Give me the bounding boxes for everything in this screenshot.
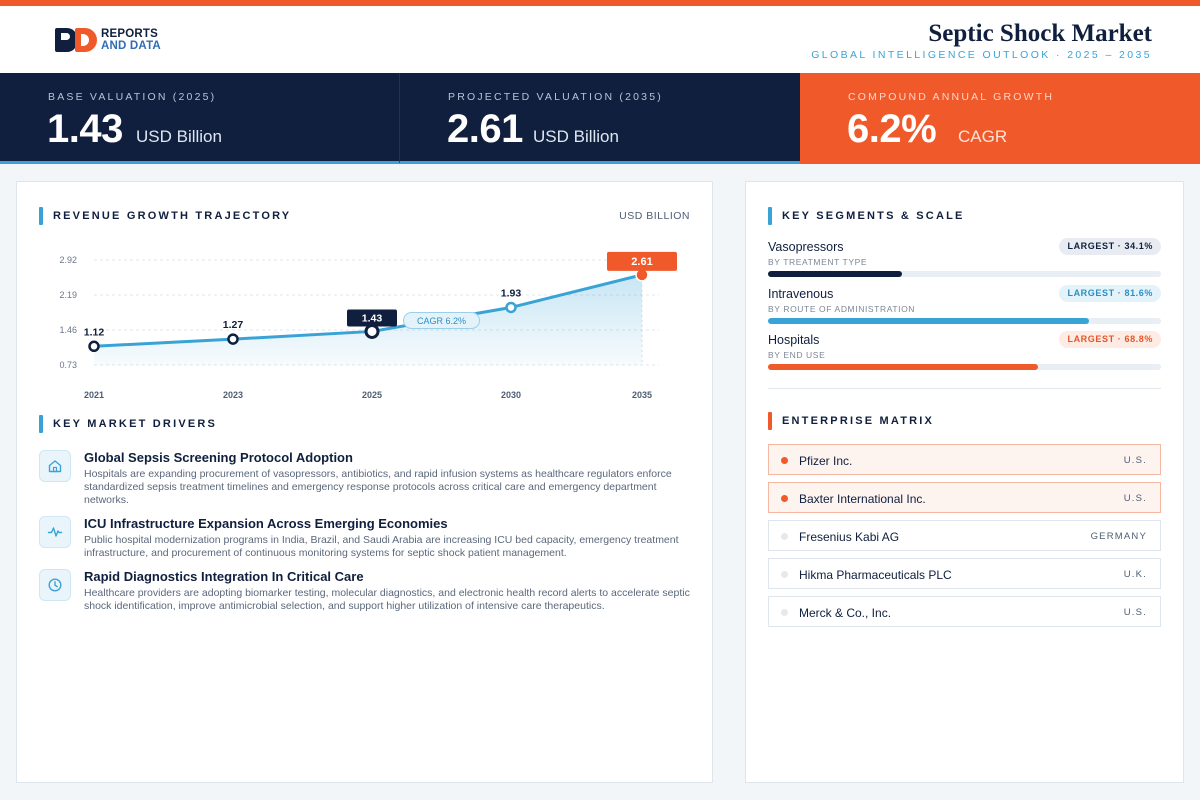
x-tick-label: 2030 (501, 390, 521, 400)
driver-description: Public hospital modernization programs i… (84, 534, 679, 559)
company-name: Fresenius Kabi AG (799, 530, 900, 544)
x-tick-label: 2021 (84, 390, 104, 400)
y-tick-label: 2.19 (59, 290, 77, 300)
segment-share-track (768, 364, 1161, 370)
kpi-unit: CAGR (958, 127, 1008, 146)
revenue-section-title: REVENUE GROWTH TRAJECTORY (39, 207, 291, 225)
company-name: Hikma Pharmaceuticals PLC (799, 568, 952, 582)
page-title: Septic Shock Market (928, 20, 1152, 47)
segments-section-title: KEY SEGMENTS & SCALE (768, 207, 965, 225)
data-point (364, 323, 380, 339)
company-row[interactable]: Fresenius Kabi AG GERMANY (768, 520, 1161, 551)
driver-title: Global Sepsis Screening Protocol Adoptio… (84, 450, 353, 465)
left-panel: REVENUE GROWTH TRAJECTORY USD BILLION 0.… (16, 181, 713, 783)
driver-title: Rapid Diagnostics Integration In Critica… (84, 569, 364, 584)
logo-line-1: REPORTS (101, 28, 158, 40)
driver-title: ICU Infrastructure Expansion Across Emer… (84, 516, 448, 531)
right-panel: KEY SEGMENTS & SCALE Vasopressors BY TRE… (745, 181, 1184, 783)
segment-share-track (768, 318, 1161, 324)
y-tick-label: 0.73 (59, 360, 77, 370)
data-point (227, 333, 239, 345)
segment-category: BY END USE (768, 350, 826, 360)
kpi-label: BASE VALUATION (2025) (48, 91, 217, 103)
company-country: U.S. (1123, 493, 1147, 504)
data-label-box (607, 251, 677, 271)
company-country: U.S. (1123, 455, 1147, 466)
cagr-annotation-label: CAGR 6.2% (417, 316, 466, 326)
kpi-unit: USD Billion (533, 127, 619, 146)
segment-name: Vasopressors (768, 240, 844, 254)
home-icon (39, 450, 71, 482)
kpi-base-valuation: BASE VALUATION (2025) 1.43 USD Billion (0, 73, 400, 164)
enterprise-section-title: ENTERPRISE MATRIX (768, 412, 934, 430)
data-point (505, 301, 517, 314)
revenue-line-chart[interactable]: 0.73 1.46 2.19 2.92 2021 2023 2025 2030 2035 CAG… (39, 240, 699, 410)
company-marker-icon (781, 457, 788, 464)
kpi-value: 1.43 (47, 107, 123, 151)
company-marker-icon (781, 495, 788, 502)
company-row[interactable]: Pfizer Inc. U.S. (768, 444, 1161, 475)
driver-description: Healthcare providers are adopting biomar… (84, 587, 690, 612)
logo-text: REPORTS AND DATA (101, 28, 161, 52)
top-accent-bar (0, 0, 1200, 6)
segment-share-badge: LARGEST · 68.8% (1059, 331, 1161, 348)
kpi-projected-valuation: PROJECTED VALUATION (2035) 2.61 USD Bill… (400, 73, 800, 164)
company-row[interactable]: Merck & Co., Inc. U.S. (768, 596, 1161, 627)
kpi-unit: USD Billion (136, 127, 222, 146)
clock-icon (39, 569, 71, 601)
x-tick-label: 2035 (632, 390, 652, 400)
segment-share-badge: LARGEST · 34.1% (1059, 238, 1161, 255)
pulse-icon (39, 516, 71, 548)
company-marker-icon (781, 609, 788, 616)
company-country: U.K. (1123, 569, 1147, 580)
company-name: Merck & Co., Inc. (799, 606, 892, 620)
segment-share-bar (768, 364, 1039, 370)
data-label: 1.27 (223, 319, 244, 331)
logo-mark-icon (55, 28, 97, 52)
kpi-value: 6.2% (847, 107, 937, 151)
page-header: REPORTS AND DATA Septic Shock Market GLO… (0, 6, 1200, 73)
kpi-strip: BASE VALUATION (2025) 1.43 USD Billion P… (0, 73, 1200, 164)
segment-share-bar (768, 271, 902, 277)
company-name: Baxter International Inc. (799, 492, 926, 506)
data-label-box (347, 309, 397, 327)
x-tick-label: 2025 (362, 390, 382, 400)
kpi-value: 2.61 (447, 107, 523, 151)
y-tick-label: 1.46 (59, 325, 77, 335)
segment-name: Intravenous (768, 287, 834, 301)
company-country: U.S. (1123, 607, 1147, 618)
data-label: 1.93 (501, 287, 522, 299)
page-subtitle: GLOBAL INTELLIGENCE OUTLOOK · 2025 – 203… (811, 49, 1152, 61)
company-row[interactable]: Hikma Pharmaceuticals PLC U.K. (768, 558, 1161, 589)
company-name: Pfizer Inc. (799, 454, 853, 468)
data-label: 1.12 (84, 326, 105, 338)
section-divider (768, 388, 1161, 389)
kpi-label: COMPOUND ANNUAL GROWTH (848, 91, 1055, 103)
company-marker-icon (781, 571, 788, 578)
company-logo[interactable]: REPORTS AND DATA (55, 28, 161, 52)
segment-category: BY ROUTE OF ADMINISTRATION (768, 304, 916, 314)
data-label: 2.61 (631, 256, 652, 268)
kpi-cagr: COMPOUND ANNUAL GROWTH 6.2% CAGR (800, 73, 1200, 164)
segment-share-badge: LARGEST · 81.6% (1059, 285, 1161, 302)
company-country: GERMANY (1090, 531, 1147, 542)
y-tick-label: 2.92 (59, 255, 77, 265)
segment-share-bar (768, 318, 1089, 324)
kpi-label: PROJECTED VALUATION (2035) (448, 91, 663, 103)
data-point (88, 340, 100, 353)
cagr-annotation-pill (403, 311, 480, 329)
logo-line-2: AND DATA (101, 40, 161, 52)
segment-share-track (768, 271, 1161, 277)
segment-name: Hospitals (768, 333, 820, 347)
drivers-section-title: KEY MARKET DRIVERS (39, 415, 217, 433)
chart-unit-label: USD BILLION (619, 210, 690, 222)
x-tick-label: 2023 (223, 390, 243, 400)
company-marker-icon (781, 533, 788, 540)
segment-category: BY TREATMENT TYPE (768, 257, 868, 267)
data-label: 1.43 (362, 312, 383, 324)
company-row[interactable]: Baxter International Inc. U.S. (768, 482, 1161, 513)
driver-description: Hospitals are expanding procurement of v… (84, 468, 672, 506)
